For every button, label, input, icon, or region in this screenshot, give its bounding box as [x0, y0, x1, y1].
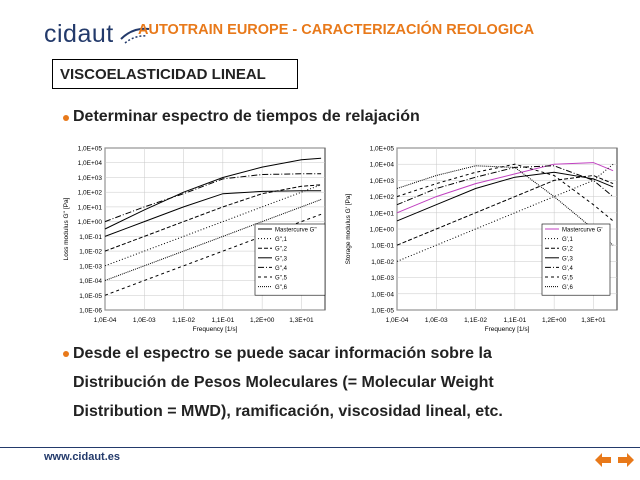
series-line: [104, 173, 322, 223]
x-tick-label: 1,0E-03: [425, 317, 448, 324]
y-tick-label: 1,0E+04: [78, 160, 103, 167]
footer-url: www.cidaut.es: [44, 451, 121, 463]
x-axis-label: Frequency [1/s]: [485, 326, 530, 333]
series-line: [396, 162, 614, 214]
legend-entry: Mastercurve G': [562, 228, 603, 234]
y-axis-label: Storage modulus G' [Pa]: [345, 194, 352, 265]
logo-mark-icon: [120, 27, 150, 44]
series-line: [104, 184, 322, 252]
forward-arrow-icon[interactable]: [615, 450, 637, 470]
x-tick-label: 1,3E+01: [581, 317, 606, 324]
x-tick-label: 1,1E-01: [503, 317, 526, 324]
y-tick-label: 1,0E-05: [371, 308, 394, 315]
legend-box: [254, 223, 326, 296]
back-arrow-icon[interactable]: [592, 450, 614, 470]
y-tick-label: 1,0E+02: [78, 190, 103, 197]
y-tick-label: 1,0E-01: [371, 243, 394, 250]
x-tick-label: 1,1E-02: [464, 317, 487, 324]
x-tick-label: 1,1E-01: [211, 317, 234, 324]
y-tick-label: 1,0E+05: [370, 146, 395, 153]
y-tick-label: 1,0E+04: [370, 162, 395, 169]
section-box: [52, 59, 298, 89]
y-tick-label: 1,0E+01: [370, 210, 395, 217]
y-tick-label: 1,0E+03: [370, 178, 395, 185]
y-tick-label: 1,0E-03: [371, 275, 394, 282]
y-tick-label: 1,0E-06: [79, 308, 102, 315]
legend-entry: G'',6: [275, 285, 288, 291]
legend-entry: G',1: [562, 237, 573, 243]
bullet-text-2-line-3: Distribution = MWD), ramificación, visco…: [73, 403, 503, 420]
legend-entry: G',3: [562, 256, 573, 262]
y-tick-label: 1,0E+01: [78, 204, 103, 211]
legend-entry: G'',4: [275, 266, 288, 272]
series-line: [396, 163, 614, 222]
x-tick-label: 1,3E+01: [289, 317, 314, 324]
x-axis-label: Frequency [1/s]: [193, 326, 238, 333]
footer-divider: [0, 447, 640, 448]
y-tick-label: 1,0E-04: [371, 291, 394, 298]
page-title: AUTOTRAIN EUROPE - CARACTERIZACIÓN REOLO…: [138, 22, 535, 38]
section-title: VISCOELASTICIDAD LINEAL: [60, 66, 266, 83]
legend-entry: G'',5: [275, 276, 288, 282]
y-tick-label: 1,0E+05: [78, 146, 103, 153]
series-line: [396, 174, 614, 246]
y-tick-label: 1,0E-02: [79, 249, 102, 256]
y-tick-label: 1,0E-05: [79, 293, 102, 300]
y-tick-label: 1,0E-01: [79, 234, 102, 241]
legend-entry: G',5: [562, 276, 573, 282]
loss-modulus-chart: 1,0E+05 1,0E+04 1,0E+03 1,0E+02 1,0E+01 1,0E+…: [63, 146, 326, 333]
series-line: [396, 165, 614, 206]
cidaut-logo: cidaut: [44, 20, 114, 48]
y-tick-label: 1,0E-03: [79, 263, 102, 270]
x-tick-label: 1,2E+00: [250, 317, 275, 324]
y-axis-label: Loss modulus G'' [Pa]: [63, 197, 70, 260]
legend-entry: G',4: [562, 266, 573, 272]
legend-entry: Mastercurve G'': [275, 228, 317, 234]
legend-entry: G'',2: [275, 247, 288, 253]
legend-entry: G',2: [562, 247, 573, 253]
x-tick-label: 1,0E-03: [133, 317, 156, 324]
series-line: [396, 171, 614, 222]
legend-box: [541, 223, 611, 296]
x-tick-label: 1,0E-04: [386, 317, 409, 324]
legend-entry: G'',1: [275, 237, 288, 243]
legend-entry: G',6: [562, 285, 573, 291]
bullet-text-1: Determinar espectro de tiempos de relaja…: [73, 108, 420, 125]
legend-entry: G'',3: [275, 256, 288, 262]
bullet-dot: [63, 351, 69, 357]
series-line: [104, 190, 322, 237]
y-tick-label: 1,0E+00: [370, 227, 395, 234]
y-tick-label: 1,0E-04: [79, 278, 102, 285]
y-tick-label: 1,0E+00: [78, 219, 103, 226]
series-line: [396, 163, 614, 262]
bullet-text-2-line-1: Desde el espectro se puede sacar informa…: [73, 345, 492, 362]
y-tick-label: 1,0E+02: [370, 194, 395, 201]
series-line: [104, 157, 322, 230]
bullet-dot: [63, 115, 69, 121]
x-tick-label: 1,2E+00: [542, 317, 567, 324]
x-tick-label: 1,0E-04: [94, 317, 117, 324]
bullet-text-2-line-2: Distribución de Pesos Moleculares (= Mol…: [73, 374, 494, 391]
y-tick-label: 1,0E-02: [371, 259, 394, 266]
y-tick-label: 1,0E+03: [78, 175, 103, 182]
storage-modulus-chart: 1,0E+05 1,0E+04 1,0E+03 1,0E+02 1,0E+01 1,0E+…: [345, 146, 618, 333]
x-tick-label: 1,1E-02: [172, 317, 195, 324]
